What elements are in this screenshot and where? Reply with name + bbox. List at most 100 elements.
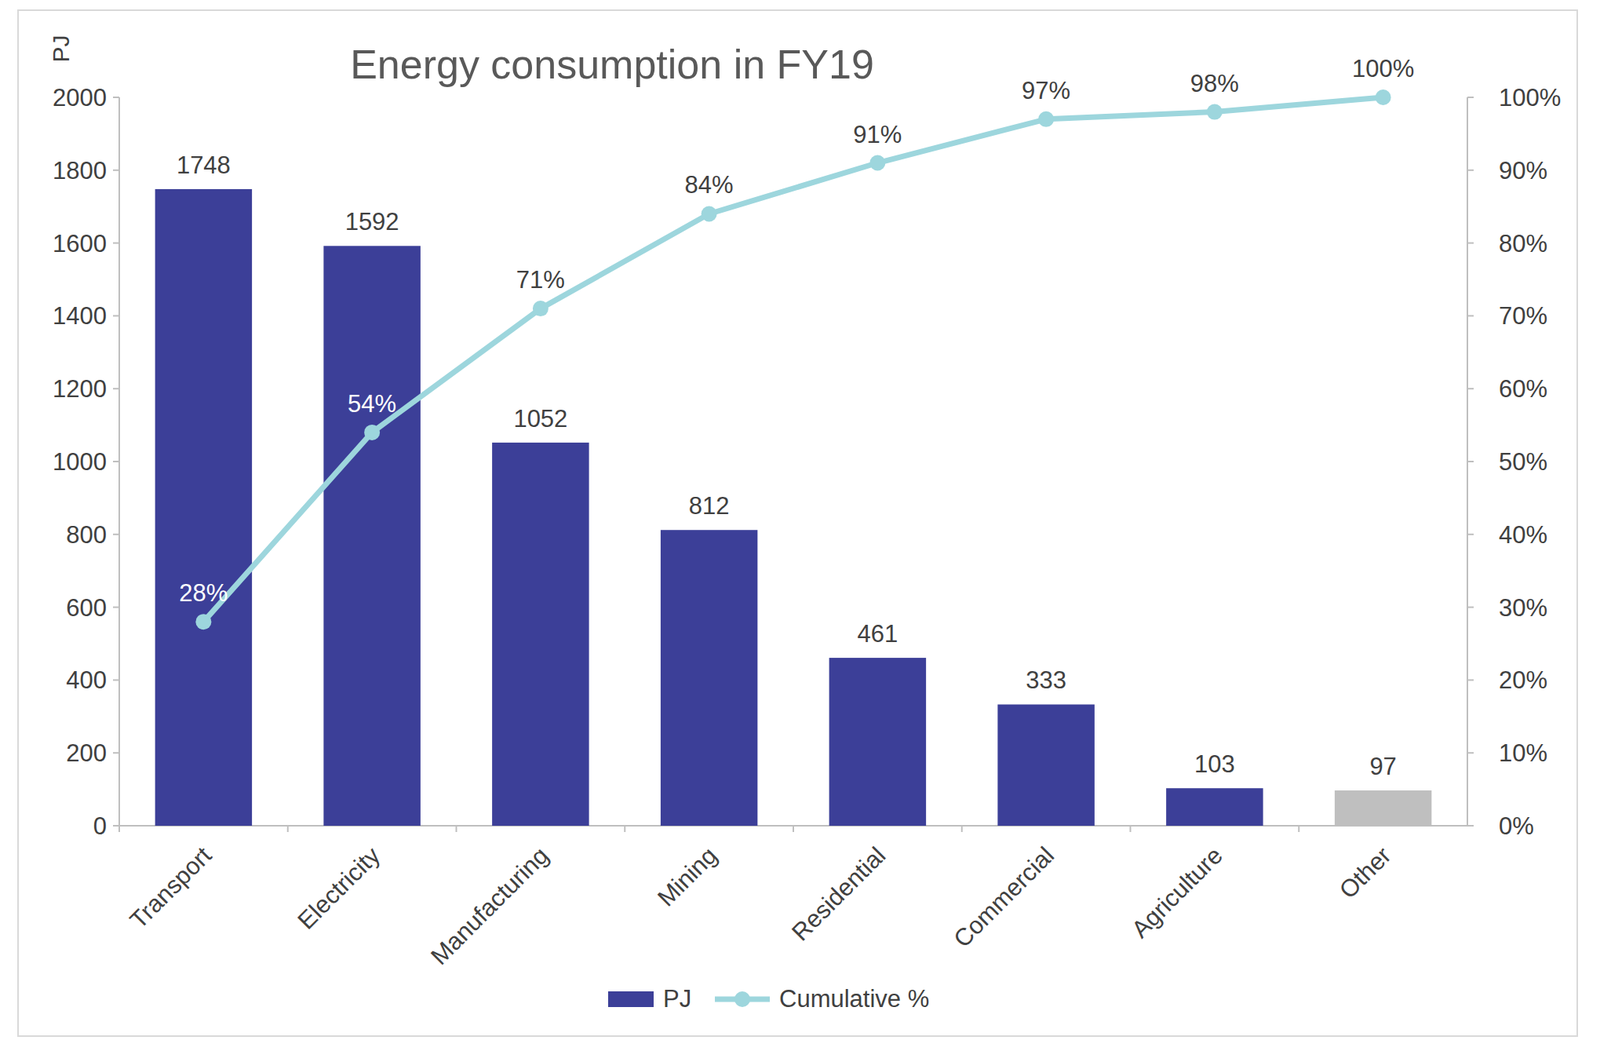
y-tick-label: 800 xyxy=(65,521,107,549)
y-tick xyxy=(112,96,120,99)
y2-tick xyxy=(1467,314,1474,317)
y-tick-label: 1200 xyxy=(52,375,107,403)
x-tick xyxy=(623,825,626,832)
y2-tick-label: 10% xyxy=(1498,739,1548,767)
bar xyxy=(997,703,1094,826)
y-tick xyxy=(112,242,120,245)
y-tick xyxy=(112,460,120,463)
line xyxy=(203,97,1383,622)
line-label: 54% xyxy=(347,389,397,418)
line-label: 97% xyxy=(1021,76,1071,105)
y-tick xyxy=(112,606,120,609)
line-point xyxy=(1206,104,1223,121)
bar-label: 97 xyxy=(1369,752,1396,780)
x-tick xyxy=(118,825,121,832)
y2-tick-label: 90% xyxy=(1498,156,1548,185)
y-tick xyxy=(112,824,120,827)
chart-border xyxy=(18,10,1578,1036)
x-tick-label: Mining xyxy=(652,841,722,912)
chart: Energy consumption in FY19PJ020040060080… xyxy=(0,0,1600,1062)
line-label: 98% xyxy=(1190,69,1240,98)
x-tick xyxy=(1129,825,1132,832)
bar xyxy=(829,657,926,826)
line-point xyxy=(1375,89,1392,106)
y2-tick-label: 70% xyxy=(1498,302,1548,330)
line-point xyxy=(1038,111,1054,128)
line-label: 91% xyxy=(852,120,902,149)
x-tick-label: Other xyxy=(1333,841,1397,904)
line-point xyxy=(701,205,718,222)
x-tick xyxy=(455,825,458,832)
line-point xyxy=(195,613,212,630)
y-tick-label: 200 xyxy=(65,739,107,767)
line-point xyxy=(532,300,549,317)
y2-tick xyxy=(1467,678,1474,681)
bar-label: 1052 xyxy=(513,404,568,433)
y2-tick xyxy=(1467,606,1474,609)
y2-tick xyxy=(1467,751,1474,754)
line-point xyxy=(364,424,380,441)
y2-tick xyxy=(1467,460,1474,463)
bar-label: 812 xyxy=(688,492,730,520)
y2-tick-label: 20% xyxy=(1498,666,1548,694)
y2-tick xyxy=(1467,824,1474,827)
y-tick-label: 1600 xyxy=(52,229,107,258)
y-tick xyxy=(112,678,120,681)
y2-tick-label: 30% xyxy=(1498,594,1548,622)
bar-label: 1592 xyxy=(345,207,400,236)
x-tick-label: Manufacturing xyxy=(425,841,554,970)
bar-label: 1748 xyxy=(176,151,231,179)
y-tick-label: 1400 xyxy=(52,302,107,330)
legend-label: Cumulative % xyxy=(779,984,930,1013)
x-tick-label: Commercial xyxy=(947,841,1060,953)
y2-tick xyxy=(1467,387,1474,390)
y2-tick-label: 40% xyxy=(1498,521,1548,549)
y-tick-label: 400 xyxy=(65,666,107,694)
y2-tick xyxy=(1467,242,1474,245)
bar xyxy=(155,189,252,826)
y2-tick-label: 50% xyxy=(1498,448,1548,476)
x-tick xyxy=(287,825,289,832)
background xyxy=(0,0,1600,1062)
y2-tick-label: 80% xyxy=(1498,229,1548,258)
y-tick-label: 600 xyxy=(65,594,107,622)
line-label: 100% xyxy=(1352,54,1415,83)
bar xyxy=(1166,787,1263,826)
x-tick-label: Transport xyxy=(124,841,218,934)
y-tick xyxy=(112,533,120,536)
x-tick-label: Electricity xyxy=(292,841,387,935)
legend: PJCumulative % xyxy=(608,984,930,1013)
line-label: 28% xyxy=(178,579,228,607)
bar xyxy=(660,529,758,826)
y2-tick xyxy=(1467,96,1474,99)
legend-swatch xyxy=(608,991,654,1007)
bar-label: 103 xyxy=(1194,750,1236,778)
y-tick-label: 1000 xyxy=(52,448,107,476)
line-point xyxy=(869,155,886,172)
bar xyxy=(1334,790,1432,826)
marks xyxy=(155,89,1433,826)
y-tick-label: 0 xyxy=(93,812,107,840)
y-tick xyxy=(112,387,120,390)
data-labels: 1748159210528124613331039728%54%71%84%91… xyxy=(176,54,1415,780)
bar xyxy=(492,442,589,826)
title: Energy consumption in FY19 xyxy=(349,41,875,88)
x-tick xyxy=(792,825,795,832)
y-tick xyxy=(112,169,120,172)
y2-tick xyxy=(1467,169,1474,172)
x-tick xyxy=(961,825,963,832)
legend-swatch xyxy=(734,991,751,1007)
y-tick-label: 1800 xyxy=(52,156,107,185)
y2-tick-label: 0% xyxy=(1498,812,1535,840)
y2-tick-label: 100% xyxy=(1498,83,1561,112)
bar xyxy=(323,245,420,826)
x-tick-label: Agriculture xyxy=(1126,841,1229,944)
x-tick xyxy=(1297,825,1300,832)
y2-tick xyxy=(1467,533,1474,536)
y2-tick-label: 60% xyxy=(1498,375,1548,403)
y-tick xyxy=(112,314,120,317)
y-tick xyxy=(112,751,120,754)
line-label: 84% xyxy=(685,171,734,199)
line-label: 71% xyxy=(516,266,565,294)
y-tick-label: 2000 xyxy=(52,83,107,112)
